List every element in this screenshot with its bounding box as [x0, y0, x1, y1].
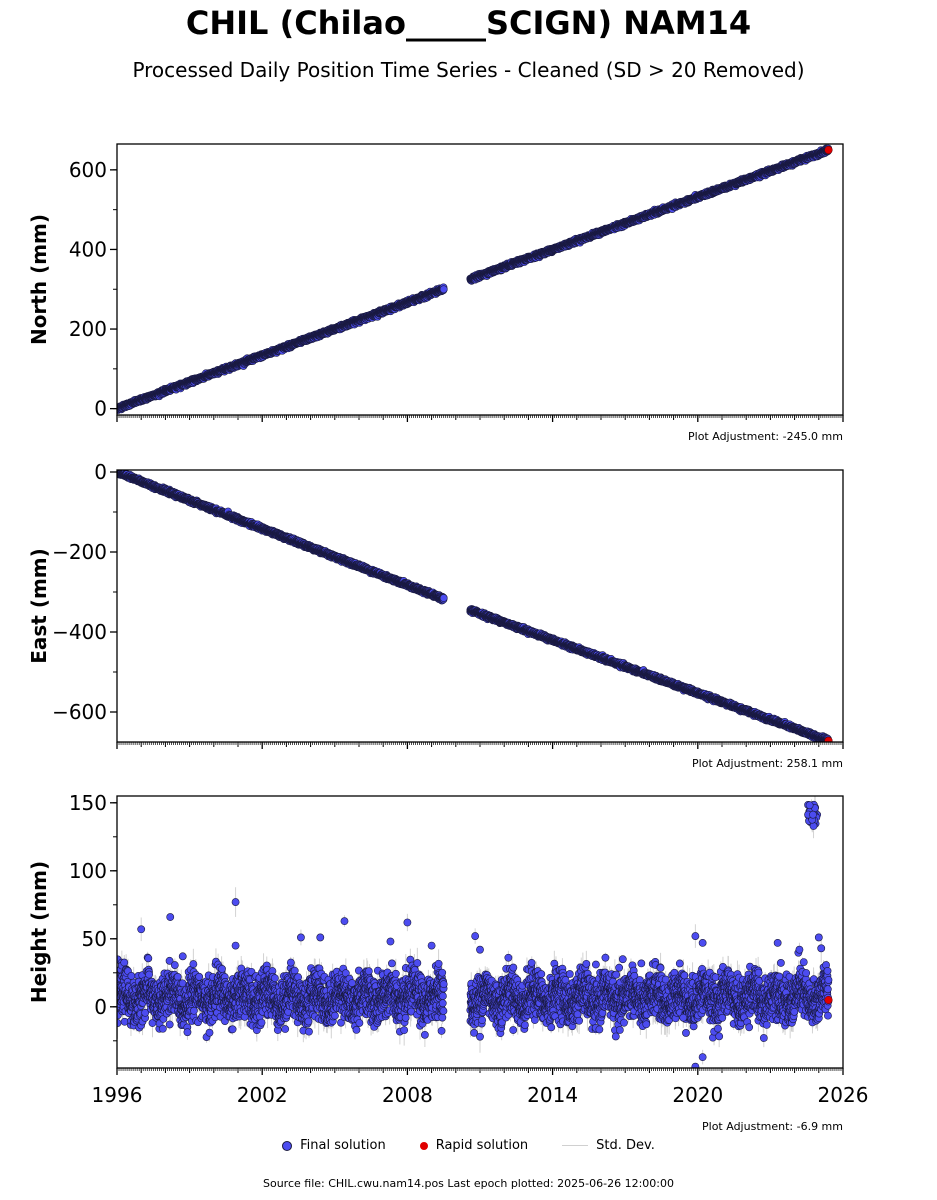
chart-title: CHIL (Chilao_____SCIGN) NAM14 [0, 4, 937, 42]
final-solution-point [439, 285, 448, 294]
chart-subtitle: Processed Daily Position Time Series - C… [0, 58, 937, 82]
plot-area [117, 144, 833, 414]
